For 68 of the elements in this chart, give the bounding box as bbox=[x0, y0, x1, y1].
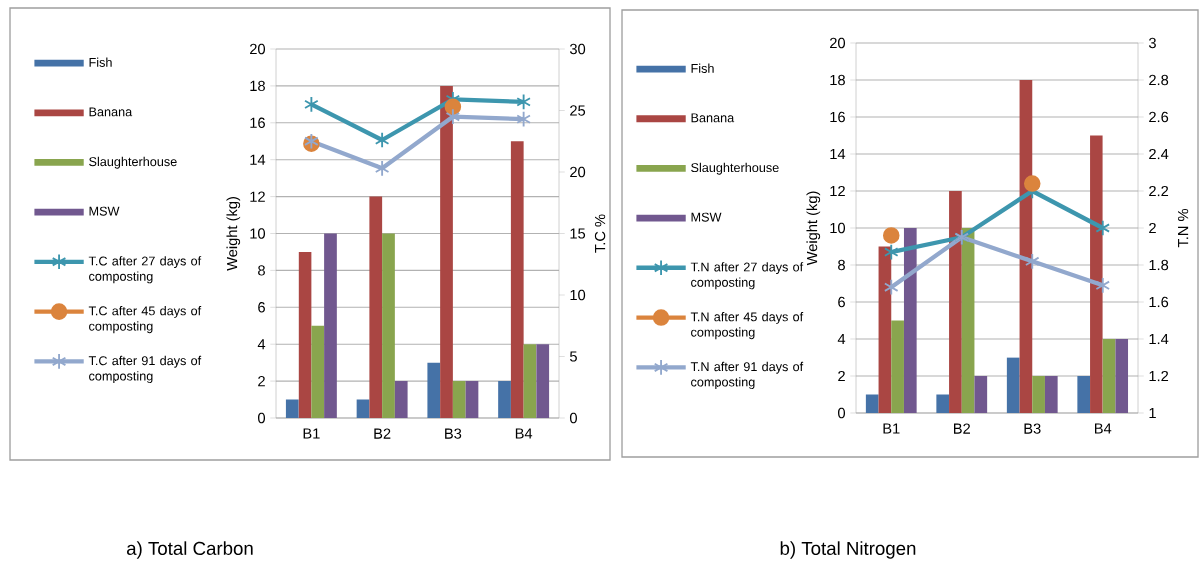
x-tick-label: B2 bbox=[954, 423, 970, 434]
x-tick-label: B1 bbox=[883, 423, 900, 434]
y2-axis-title: T.N % bbox=[1177, 208, 1189, 248]
y-tick-label: 0 bbox=[838, 407, 846, 419]
y-tick-label: 8 bbox=[838, 259, 845, 271]
y-axis-title: Weight (kg) bbox=[226, 197, 241, 271]
legend-label: T.C after 91 days of composting bbox=[88, 355, 202, 384]
x-tick-label: B1 bbox=[303, 428, 320, 439]
y-tick-label: 16 bbox=[830, 111, 845, 123]
legend-label: Banana bbox=[89, 107, 133, 117]
x-tick-label: B3 bbox=[445, 428, 462, 439]
y2-tick-label: 1 bbox=[1149, 407, 1156, 419]
legend-label: Fish bbox=[89, 57, 112, 67]
legend-label: T.C after 45 days of composting bbox=[88, 306, 202, 334]
x-tick-label: B4 bbox=[515, 428, 533, 439]
y-tick-label: 18 bbox=[830, 74, 845, 86]
text: b) Total Nitrogen bbox=[780, 541, 916, 559]
y2-tick-label: 30 bbox=[569, 43, 586, 55]
legend-label: Banana bbox=[691, 113, 735, 123]
y-tick-label: 4 bbox=[257, 339, 266, 350]
y2-tick-label: 20 bbox=[570, 166, 586, 178]
legend-label: T.C after 27 days of composting bbox=[88, 256, 202, 284]
y-tick-label: 20 bbox=[830, 37, 846, 49]
y-axis-title: Weight (kg) bbox=[806, 191, 821, 266]
y-tick-label: 4 bbox=[837, 333, 846, 345]
x-tick-label: B4 bbox=[1095, 423, 1112, 434]
y2-tick-label: 2.2 bbox=[1149, 185, 1169, 197]
y-tick-label: 2 bbox=[258, 375, 265, 387]
y-tick-label: 20 bbox=[250, 43, 266, 55]
y-tick-label: 14 bbox=[250, 154, 266, 165]
y2-axis-title: T.C % bbox=[594, 214, 606, 253]
legend-label: T.N after 91 days of composting bbox=[690, 361, 804, 389]
y2-tick-label: 2.4 bbox=[1149, 148, 1169, 160]
y-tick-label: 6 bbox=[838, 296, 845, 308]
y-tick-label: 14 bbox=[830, 148, 846, 160]
text: a) Total Carbon bbox=[126, 541, 253, 559]
y-tick-label: 18 bbox=[250, 80, 265, 92]
legend-label: MSW bbox=[89, 206, 120, 216]
legend-label: Slaughterhouse bbox=[89, 156, 177, 169]
y-tick-label: 16 bbox=[250, 117, 265, 128]
x-tick-label: B3 bbox=[1024, 423, 1041, 434]
y2-tick-label: 5 bbox=[569, 351, 577, 362]
legend-label: T.N after 45 days of composting bbox=[690, 312, 804, 340]
y2-tick-label: 3 bbox=[1148, 37, 1156, 49]
y-tick-label: 8 bbox=[258, 265, 265, 276]
y-tick-label: 12 bbox=[250, 191, 265, 202]
legend-label: T.N after 27 days of composting bbox=[690, 262, 804, 290]
y2-tick-label: 1.6 bbox=[1149, 296, 1169, 308]
y2-tick-label: 1.8 bbox=[1149, 259, 1169, 271]
x-tick-label: B2 bbox=[374, 428, 391, 439]
y2-tick-label: 2.8 bbox=[1149, 74, 1169, 86]
y2-tick-label: 15 bbox=[570, 228, 586, 239]
y2-tick-label: 1.4 bbox=[1149, 333, 1169, 345]
legend-label: MSW bbox=[691, 212, 722, 222]
y2-tick-label: 25 bbox=[570, 105, 586, 116]
y-tick-label: 12 bbox=[830, 185, 845, 197]
legend-label: Fish bbox=[691, 63, 714, 73]
legend-label: Slaughterhouse bbox=[691, 162, 779, 175]
y-tick-label: 2 bbox=[838, 370, 845, 382]
y2-tick-label: 1.2 bbox=[1149, 370, 1169, 382]
y-tick-label: 10 bbox=[250, 228, 266, 239]
y2-tick-label: 2.6 bbox=[1149, 111, 1169, 123]
y2-tick-label: 10 bbox=[570, 289, 586, 301]
y-tick-label: 0 bbox=[258, 412, 266, 424]
y2-tick-label: 0 bbox=[569, 412, 577, 424]
y2-tick-label: 2 bbox=[1149, 222, 1156, 234]
y-tick-label: 6 bbox=[258, 302, 265, 313]
y-tick-label: 10 bbox=[830, 222, 846, 234]
